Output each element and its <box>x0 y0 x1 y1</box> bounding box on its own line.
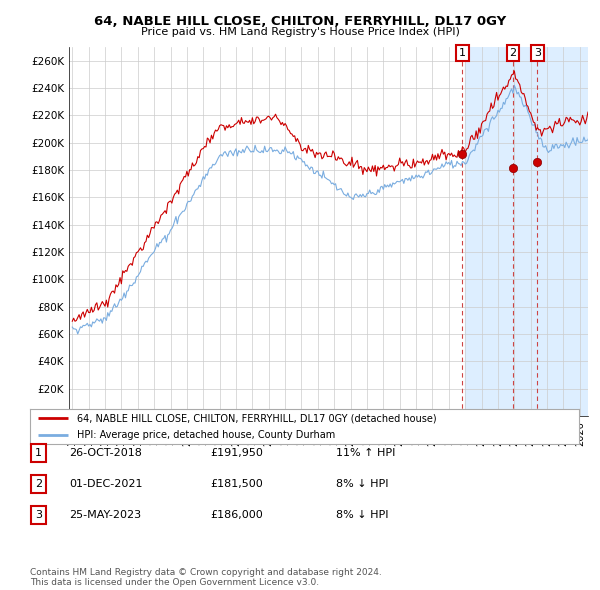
Text: 8% ↓ HPI: 8% ↓ HPI <box>336 510 389 520</box>
Text: Price paid vs. HM Land Registry's House Price Index (HPI): Price paid vs. HM Land Registry's House … <box>140 27 460 37</box>
Text: £186,000: £186,000 <box>210 510 263 520</box>
Text: 1: 1 <box>35 448 42 457</box>
Text: £191,950: £191,950 <box>210 448 263 457</box>
Text: 25-MAY-2023: 25-MAY-2023 <box>69 510 141 520</box>
Text: 3: 3 <box>35 510 42 520</box>
Text: 01-DEC-2021: 01-DEC-2021 <box>69 479 143 489</box>
Text: HPI: Average price, detached house, County Durham: HPI: Average price, detached house, Coun… <box>77 430 335 440</box>
Text: Contains HM Land Registry data © Crown copyright and database right 2024.
This d: Contains HM Land Registry data © Crown c… <box>30 568 382 587</box>
Text: 64, NABLE HILL CLOSE, CHILTON, FERRYHILL, DL17 0GY: 64, NABLE HILL CLOSE, CHILTON, FERRYHILL… <box>94 15 506 28</box>
Text: 2: 2 <box>35 479 42 489</box>
Text: 26-OCT-2018: 26-OCT-2018 <box>69 448 142 457</box>
Text: £181,500: £181,500 <box>210 479 263 489</box>
Text: 2: 2 <box>509 48 517 58</box>
Text: 3: 3 <box>534 48 541 58</box>
Text: 8% ↓ HPI: 8% ↓ HPI <box>336 479 389 489</box>
Text: 11% ↑ HPI: 11% ↑ HPI <box>336 448 395 457</box>
Text: 64, NABLE HILL CLOSE, CHILTON, FERRYHILL, DL17 0GY (detached house): 64, NABLE HILL CLOSE, CHILTON, FERRYHILL… <box>77 413 436 423</box>
Text: 1: 1 <box>459 48 466 58</box>
Bar <box>465 47 588 416</box>
